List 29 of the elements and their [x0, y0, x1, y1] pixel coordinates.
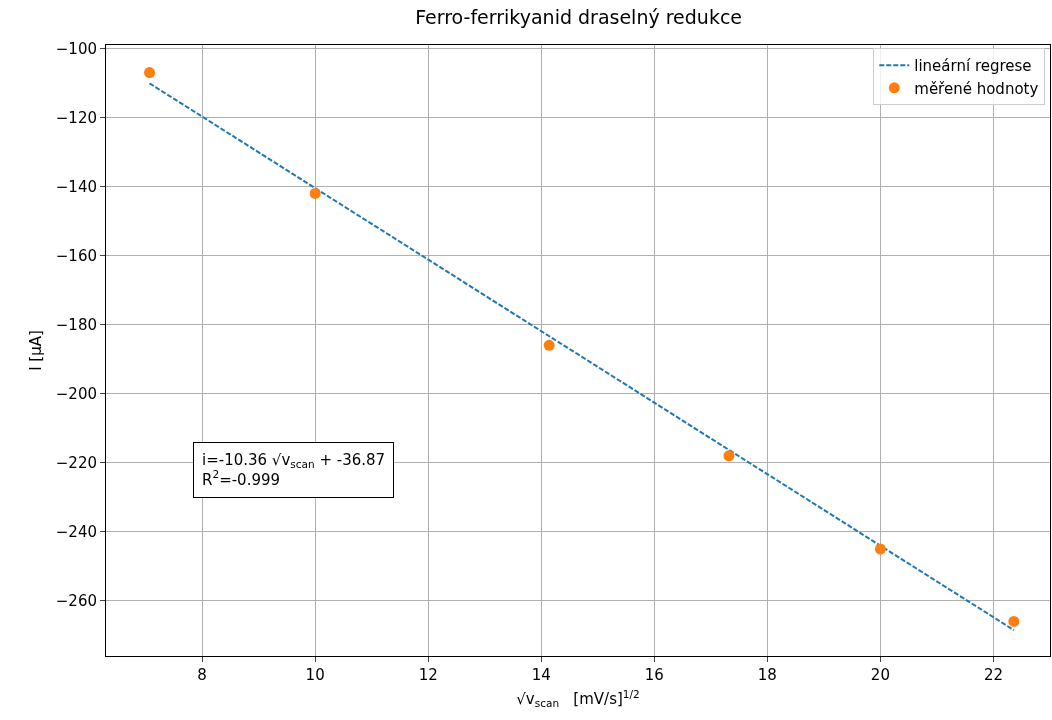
y-tick-label: −240	[55, 522, 97, 541]
y-tick-label: −160	[55, 246, 97, 265]
y-tick-label: −180	[55, 315, 97, 334]
point	[1008, 615, 1020, 627]
legend-label: lineární regrese	[914, 57, 1032, 76]
y-tick-label: −100	[55, 39, 97, 58]
text: √v$_{scan}$ [mV/s]$^{1/2}$	[516, 687, 640, 710]
x-tick-label: 12	[418, 666, 438, 684]
x-tick-label: 14	[531, 666, 551, 684]
point	[543, 339, 555, 351]
x-tick-label: 18	[757, 666, 777, 684]
x-tick-label: 22	[983, 666, 1004, 684]
point	[874, 543, 886, 555]
text: i=-10.36 √v$_{scan}$ + -36.87 R$^{2}$=-0.999	[202, 451, 386, 489]
y-tick-label: −120	[55, 108, 97, 127]
y-axis-title: I [µA]	[27, 330, 46, 371]
y-tick-label: −140	[55, 177, 97, 196]
legend-label: měřené hodnoty	[914, 79, 1039, 98]
x-tick-label: 10	[305, 666, 325, 684]
y-tick-label: −200	[55, 384, 97, 403]
point	[144, 67, 156, 79]
x-tick-label: 16	[644, 666, 664, 684]
x-tick-label: 20	[870, 666, 890, 684]
chart-title: Ferro-ferrikyanid draselný redukce	[415, 6, 743, 29]
x-tick-label: 8	[197, 666, 207, 684]
y-tick-label: −220	[55, 453, 97, 472]
point	[723, 450, 735, 462]
point	[309, 187, 321, 199]
y-tick-label: −260	[55, 592, 97, 611]
